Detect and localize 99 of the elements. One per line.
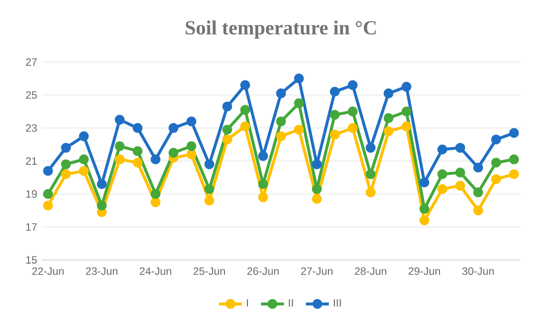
point bbox=[348, 123, 358, 133]
point bbox=[473, 206, 484, 216]
point bbox=[60, 169, 71, 180]
y-tick-label: 25 bbox=[26, 91, 37, 99]
point bbox=[240, 80, 250, 90]
x-tick-label: 26-Jun bbox=[247, 267, 279, 275]
point bbox=[491, 158, 502, 168]
point bbox=[312, 194, 322, 204]
point bbox=[276, 116, 286, 126]
point bbox=[348, 106, 358, 116]
point bbox=[150, 189, 160, 199]
point bbox=[186, 141, 196, 152]
point bbox=[204, 159, 214, 170]
point bbox=[473, 187, 484, 198]
point bbox=[114, 154, 125, 164]
point bbox=[168, 148, 178, 158]
point bbox=[150, 197, 160, 208]
point bbox=[294, 74, 304, 84]
point bbox=[294, 124, 304, 135]
point bbox=[96, 200, 107, 210]
y-tick-label: 15 bbox=[26, 256, 37, 264]
point bbox=[43, 189, 53, 199]
legend-label: I bbox=[246, 299, 248, 307]
x-tick-label: 25-Jun bbox=[194, 267, 225, 275]
point bbox=[491, 134, 502, 144]
x-tick-label: 30-Jun bbox=[462, 267, 494, 275]
point bbox=[437, 184, 448, 194]
point bbox=[366, 169, 376, 180]
point bbox=[384, 113, 394, 124]
point bbox=[96, 179, 107, 190]
point bbox=[78, 131, 89, 142]
point bbox=[330, 130, 340, 140]
point bbox=[132, 146, 143, 156]
point bbox=[132, 158, 143, 168]
x-tick-label: 23-Jun bbox=[86, 267, 118, 275]
point bbox=[330, 86, 340, 97]
point bbox=[186, 116, 196, 126]
point bbox=[168, 123, 178, 133]
y-tick-label: 17 bbox=[26, 223, 37, 231]
point bbox=[43, 166, 53, 176]
point bbox=[150, 154, 160, 164]
point bbox=[222, 134, 232, 144]
point bbox=[204, 196, 214, 206]
point bbox=[60, 142, 71, 153]
point bbox=[419, 178, 430, 188]
point bbox=[312, 184, 322, 194]
point bbox=[509, 154, 519, 164]
x-tick-label: 27-Jun bbox=[301, 267, 332, 275]
y-tick-label: 19 bbox=[26, 190, 37, 198]
point bbox=[330, 110, 340, 120]
point bbox=[276, 131, 286, 142]
point bbox=[258, 179, 268, 190]
point bbox=[509, 169, 519, 180]
point bbox=[240, 121, 250, 132]
point bbox=[312, 159, 322, 170]
point bbox=[294, 98, 304, 108]
point bbox=[402, 121, 412, 132]
point bbox=[509, 128, 519, 138]
legend-label: III bbox=[334, 299, 341, 307]
point bbox=[132, 123, 143, 133]
y-tick-label: 23 bbox=[26, 124, 37, 132]
point bbox=[366, 187, 376, 198]
point bbox=[455, 180, 466, 191]
x-tick-label: 28-Jun bbox=[354, 267, 386, 275]
point bbox=[222, 124, 232, 135]
point bbox=[419, 215, 430, 226]
point bbox=[437, 169, 448, 180]
point bbox=[43, 200, 53, 210]
point bbox=[276, 88, 286, 98]
point bbox=[240, 104, 250, 115]
point bbox=[222, 102, 232, 112]
x-tick-label: 22-Jun bbox=[32, 267, 64, 275]
point bbox=[384, 126, 394, 136]
point bbox=[366, 142, 376, 153]
point bbox=[473, 162, 484, 173]
point bbox=[186, 149, 196, 160]
point bbox=[384, 88, 394, 98]
point bbox=[455, 142, 466, 153]
point bbox=[491, 174, 502, 184]
point bbox=[78, 154, 89, 164]
point bbox=[348, 80, 358, 90]
x-tick-label: 29-Jun bbox=[408, 267, 440, 275]
point bbox=[258, 151, 268, 161]
point bbox=[114, 141, 125, 152]
point bbox=[402, 106, 412, 116]
point bbox=[455, 168, 466, 178]
point bbox=[78, 166, 89, 176]
chart-title: Soil temperature in °C bbox=[186, 20, 376, 39]
point bbox=[204, 184, 214, 194]
point bbox=[60, 159, 71, 170]
point bbox=[419, 204, 430, 214]
point bbox=[114, 114, 125, 125]
legend-label: II bbox=[288, 299, 293, 307]
point bbox=[402, 82, 412, 92]
y-tick-label: 21 bbox=[26, 157, 37, 165]
x-tick-label: 24-Jun bbox=[140, 267, 172, 275]
y-tick-label: 27 bbox=[26, 58, 37, 66]
point bbox=[258, 192, 268, 202]
point bbox=[437, 144, 448, 154]
